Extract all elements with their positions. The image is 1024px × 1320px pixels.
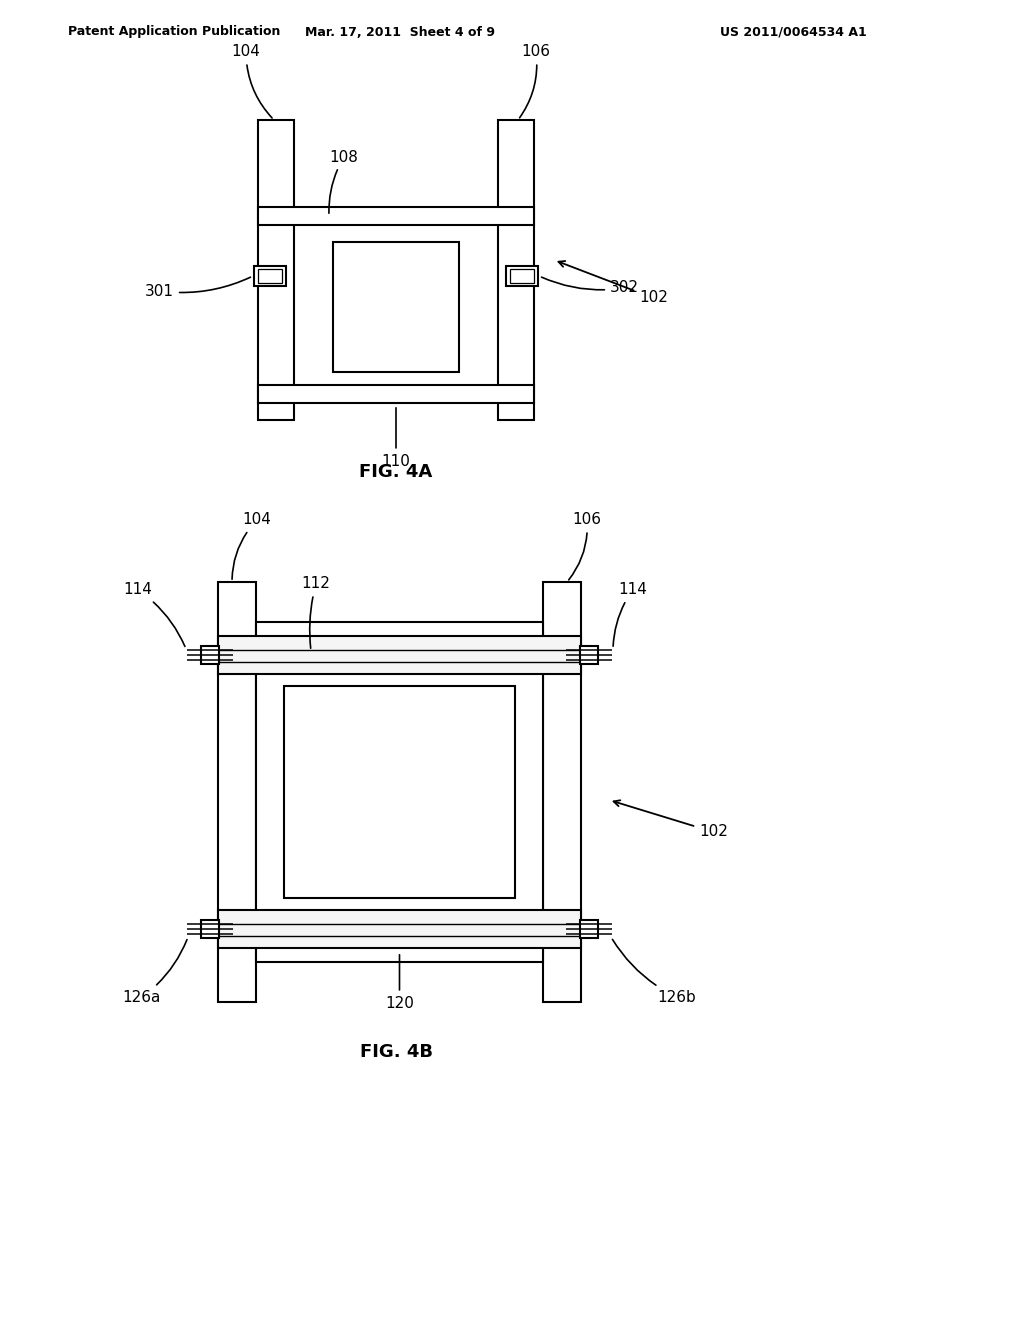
Bar: [256, 622, 543, 962]
Text: FIG. 4B: FIG. 4B: [359, 1043, 432, 1061]
Text: 106: 106: [519, 45, 551, 117]
Bar: [543, 582, 581, 1002]
Text: 104: 104: [232, 512, 271, 579]
Text: US 2011/0064534 A1: US 2011/0064534 A1: [720, 25, 866, 38]
Bar: [258, 120, 294, 420]
Text: 110: 110: [382, 408, 411, 469]
Bar: [218, 909, 581, 948]
Bar: [254, 267, 286, 286]
Bar: [580, 645, 598, 664]
Text: Patent Application Publication: Patent Application Publication: [68, 25, 281, 38]
Text: 126b: 126b: [612, 940, 695, 1005]
Bar: [333, 242, 459, 372]
Text: 112: 112: [301, 577, 331, 648]
Text: 114: 114: [613, 582, 647, 647]
Text: 102: 102: [558, 261, 668, 305]
Bar: [218, 582, 256, 1002]
Text: 114: 114: [124, 582, 185, 647]
Bar: [218, 636, 581, 675]
Bar: [258, 207, 534, 224]
Text: 126a: 126a: [123, 940, 187, 1005]
Text: 104: 104: [231, 45, 272, 117]
Text: 301: 301: [145, 277, 251, 298]
Text: 106: 106: [568, 512, 601, 579]
Bar: [498, 120, 534, 420]
Bar: [506, 267, 538, 286]
Text: 302: 302: [542, 277, 639, 296]
Bar: [510, 269, 534, 282]
Bar: [580, 920, 598, 939]
Bar: [258, 385, 534, 403]
Text: 120: 120: [385, 954, 414, 1011]
Text: FIG. 4A: FIG. 4A: [359, 463, 432, 480]
Text: 108: 108: [329, 149, 358, 214]
Bar: [201, 645, 219, 664]
Text: Mar. 17, 2011  Sheet 4 of 9: Mar. 17, 2011 Sheet 4 of 9: [305, 25, 495, 38]
Bar: [201, 920, 219, 939]
Bar: [254, 622, 545, 962]
Bar: [284, 686, 515, 898]
Text: 102: 102: [613, 800, 728, 840]
Bar: [258, 269, 282, 282]
